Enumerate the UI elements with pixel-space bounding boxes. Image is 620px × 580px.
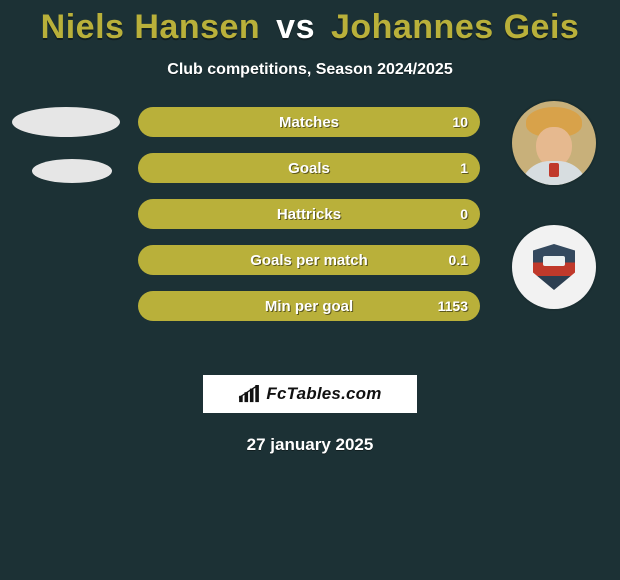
bar-value: 10 [452, 107, 468, 137]
date-text: 27 january 2025 [0, 435, 620, 455]
bar-track [138, 291, 480, 321]
bar-row: Goals 1 [138, 153, 480, 183]
subtitle: Club competitions, Season 2024/2025 [0, 61, 620, 79]
left-player-column [6, 107, 126, 183]
bar-track [138, 153, 480, 183]
brand-text: FcTables.com [266, 384, 381, 404]
bar-track [138, 107, 480, 137]
right-player-column [512, 101, 602, 309]
player2-club-badge [512, 225, 596, 309]
player2-avatar [512, 101, 596, 185]
player1-name: Niels Hansen [41, 8, 261, 46]
brand-box: FcTables.com [203, 375, 417, 413]
bar-value: 0 [460, 199, 468, 229]
bar-track [138, 245, 480, 275]
bar-value: 1 [460, 153, 468, 183]
bar-value: 0.1 [449, 245, 468, 275]
left-oval-2 [32, 159, 112, 183]
vs-text: vs [276, 8, 315, 46]
bar-row: Matches 10 [138, 107, 480, 137]
player2-name: Johannes Geis [331, 8, 579, 46]
left-oval-1 [12, 107, 120, 137]
bar-row: Goals per match 0.1 [138, 245, 480, 275]
comparison-stage: Matches 10 Goals 1 Hattricks 0 Goals per… [0, 107, 620, 367]
stat-bars: Matches 10 Goals 1 Hattricks 0 Goals per… [138, 107, 480, 337]
club-shield-icon [533, 244, 575, 290]
bar-row: Min per goal 1153 [138, 291, 480, 321]
bar-value: 1153 [438, 291, 468, 321]
brand-bars-icon [238, 385, 260, 403]
page-title: Niels Hansen vs Johannes Geis [0, 0, 620, 47]
bar-row: Hattricks 0 [138, 199, 480, 229]
bar-track [138, 199, 480, 229]
